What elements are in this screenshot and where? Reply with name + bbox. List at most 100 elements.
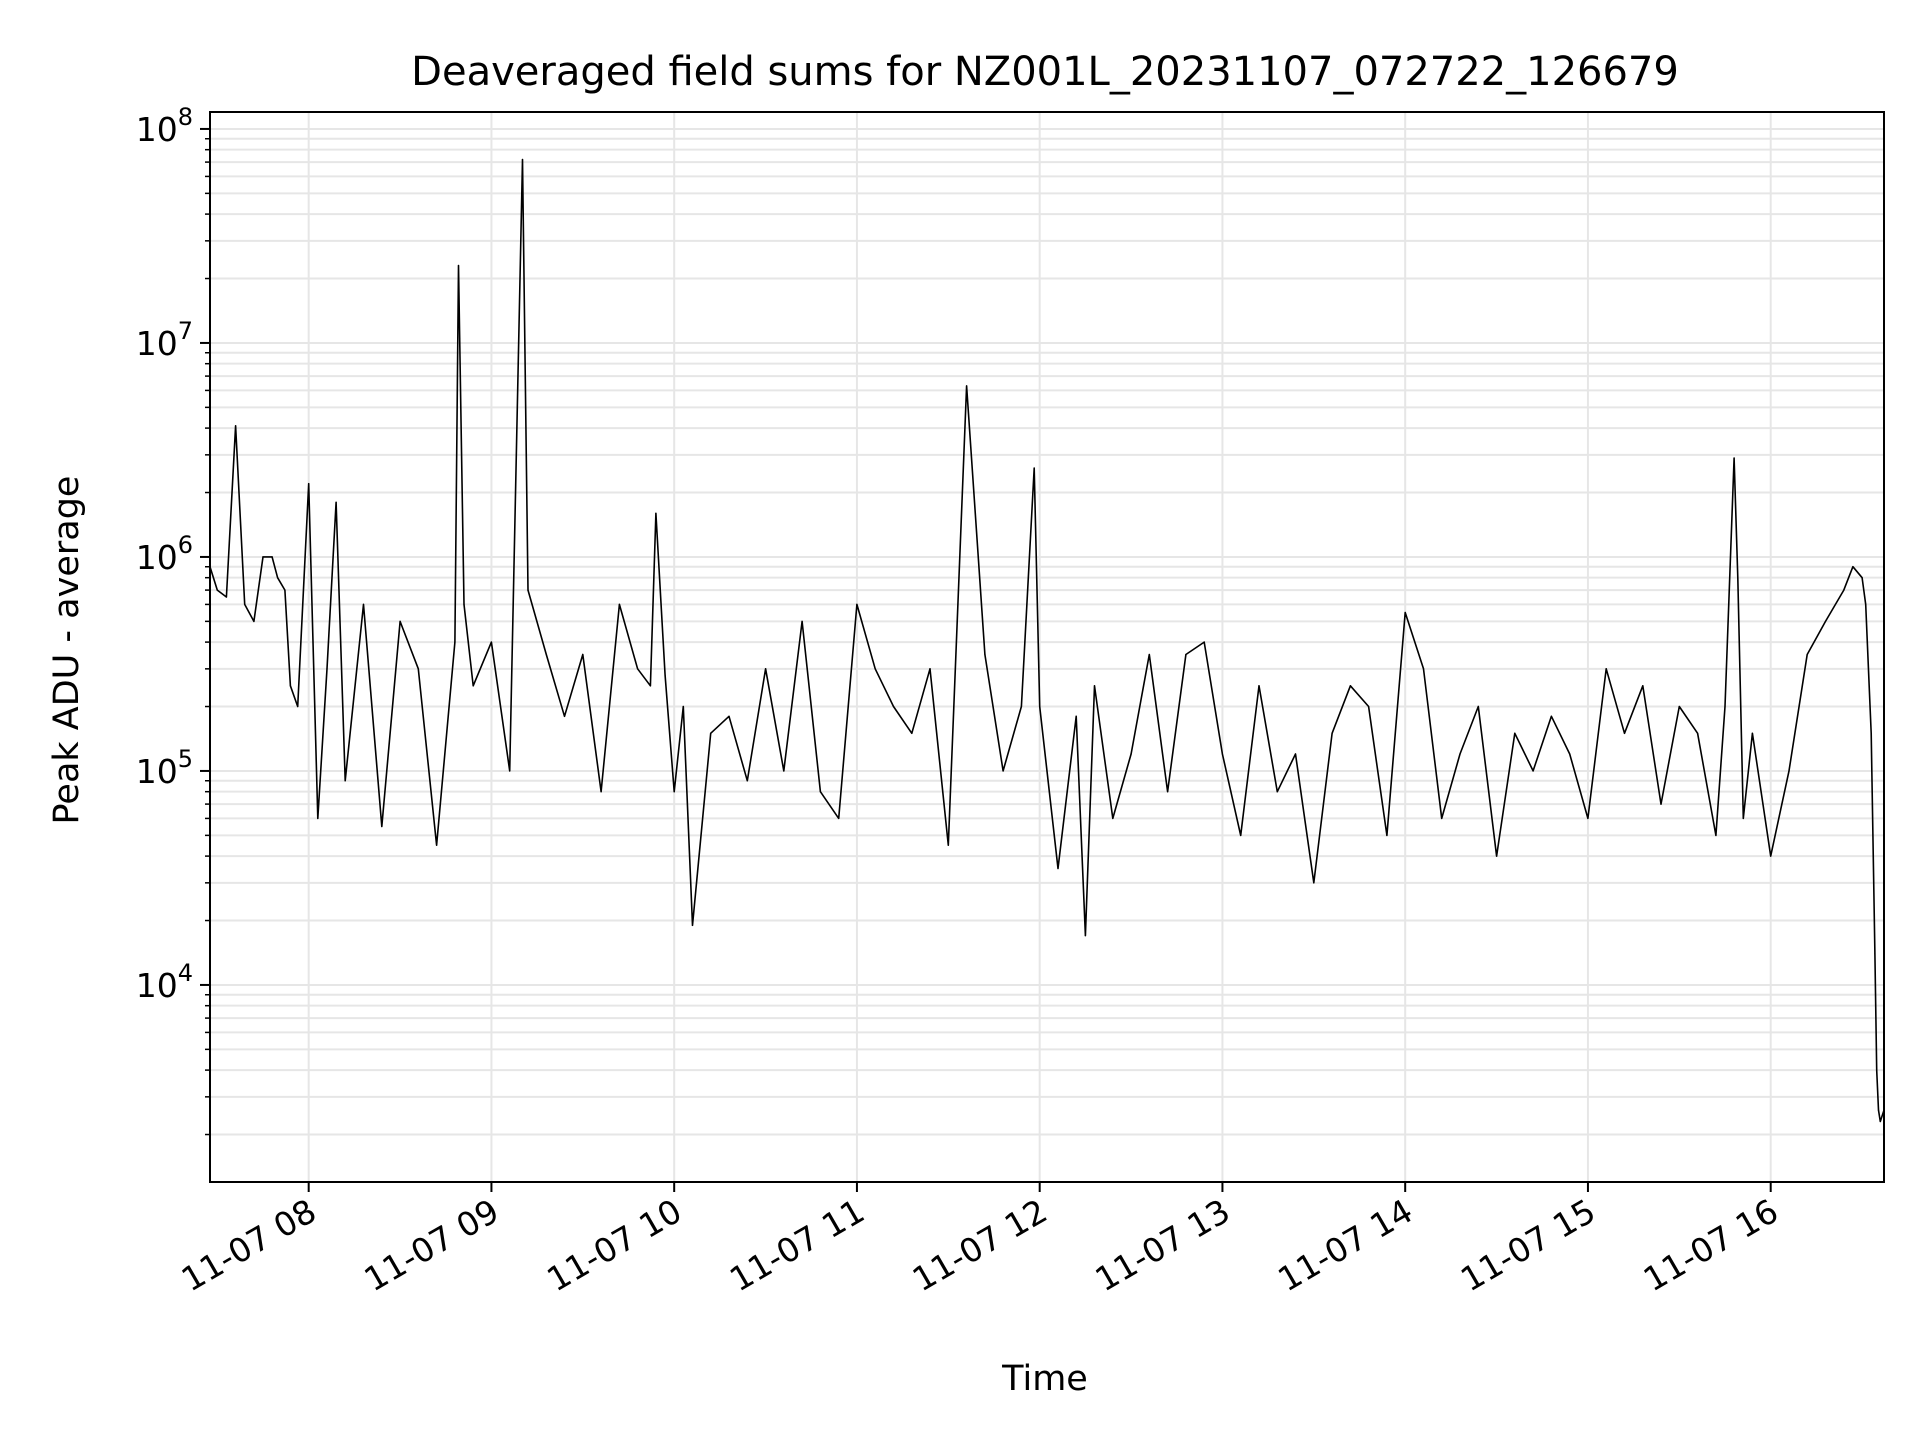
data-point [984, 653, 986, 656]
data-point [1441, 817, 1443, 820]
data-point [1642, 685, 1644, 687]
data-point [1623, 732, 1626, 734]
data-point [1203, 641, 1205, 643]
data-point [1587, 817, 1589, 820]
data-point [1806, 653, 1808, 656]
y-tick-label: 106 [136, 531, 193, 577]
data-point [1386, 834, 1388, 837]
data-point [472, 685, 474, 687]
data-point [1861, 577, 1863, 579]
data-point [563, 715, 566, 717]
data-point [545, 653, 547, 656]
data-point [1084, 935, 1086, 937]
data-point [1404, 611, 1406, 614]
y-tick-label: 107 [136, 317, 193, 363]
series-layer [209, 158, 1885, 1123]
data-point [1879, 1120, 1881, 1123]
data-point [344, 780, 346, 782]
y-axis-label: Peak ADU - average [47, 476, 87, 825]
chart-title: Deaveraged field sums for NZ001L_2023110… [411, 49, 1679, 95]
data-point [1496, 855, 1498, 857]
data-point [929, 668, 931, 670]
data-point [1742, 817, 1744, 820]
data-point [874, 668, 876, 670]
data-point [417, 668, 419, 670]
data-point [262, 556, 264, 558]
data-point [1148, 653, 1150, 656]
data-point [1865, 603, 1867, 606]
data-point [1843, 589, 1845, 591]
data-point [509, 770, 511, 772]
data-point [521, 158, 524, 161]
data-point [277, 577, 279, 579]
data-point [1221, 753, 1223, 755]
data-point [253, 620, 255, 623]
data-point [783, 770, 785, 772]
data-point [1824, 620, 1827, 623]
data-point [1167, 791, 1169, 793]
data-point [1039, 705, 1041, 708]
data-point [1532, 770, 1534, 772]
data-point [463, 603, 465, 606]
data-point [682, 705, 684, 708]
data-point [746, 780, 748, 782]
data-point [1678, 705, 1680, 708]
data-point [1877, 1109, 1880, 1111]
data-point [856, 603, 858, 606]
data-point [1057, 867, 1059, 870]
y-tick-exponent: 5 [178, 745, 193, 773]
data-point [1737, 577, 1739, 579]
data-point [838, 817, 840, 820]
data-point [664, 674, 666, 676]
data-point [1697, 732, 1699, 734]
data-point [225, 596, 227, 598]
data-point [728, 715, 730, 717]
data-point [1422, 668, 1425, 670]
data-point [1093, 685, 1096, 687]
data-point [1550, 715, 1552, 717]
data-point [244, 603, 246, 606]
data-point [649, 685, 652, 687]
y-tick-exponent: 6 [178, 531, 193, 559]
data-point [284, 589, 286, 591]
y-tick-label: 105 [136, 745, 193, 791]
data-point [582, 653, 584, 656]
data-point [1852, 566, 1854, 568]
data-point [655, 512, 657, 514]
y-tick-base: 10 [136, 324, 178, 363]
data-point [317, 817, 319, 820]
data-point [947, 844, 949, 846]
y-tick-base: 10 [136, 966, 178, 1005]
grid-layer [210, 112, 1884, 1182]
data-point [1002, 770, 1004, 772]
data-point [637, 668, 639, 670]
data-point [1112, 817, 1114, 820]
data-point [1020, 705, 1023, 708]
y-tick-label: 104 [136, 959, 193, 1005]
plot-area-frame [209, 111, 1885, 1183]
data-point [235, 425, 237, 427]
data-point [527, 589, 529, 591]
data-point [289, 685, 291, 687]
data-point [1313, 882, 1315, 884]
data-point [801, 620, 803, 623]
data-point [457, 264, 460, 267]
data-point [765, 668, 767, 670]
data-point [691, 924, 694, 926]
data-point [490, 641, 492, 643]
data-point [216, 589, 218, 591]
data-point [673, 791, 675, 793]
y-tick-label: 108 [136, 103, 193, 149]
data-point [1788, 770, 1790, 772]
data-point [966, 385, 968, 387]
data-point [1569, 753, 1571, 755]
data-point [1605, 668, 1607, 670]
data-point [1331, 732, 1333, 734]
data-point [436, 844, 438, 846]
data-point [454, 641, 456, 643]
data-point [335, 501, 337, 503]
data-point [1276, 791, 1278, 793]
data-point [1715, 834, 1717, 837]
